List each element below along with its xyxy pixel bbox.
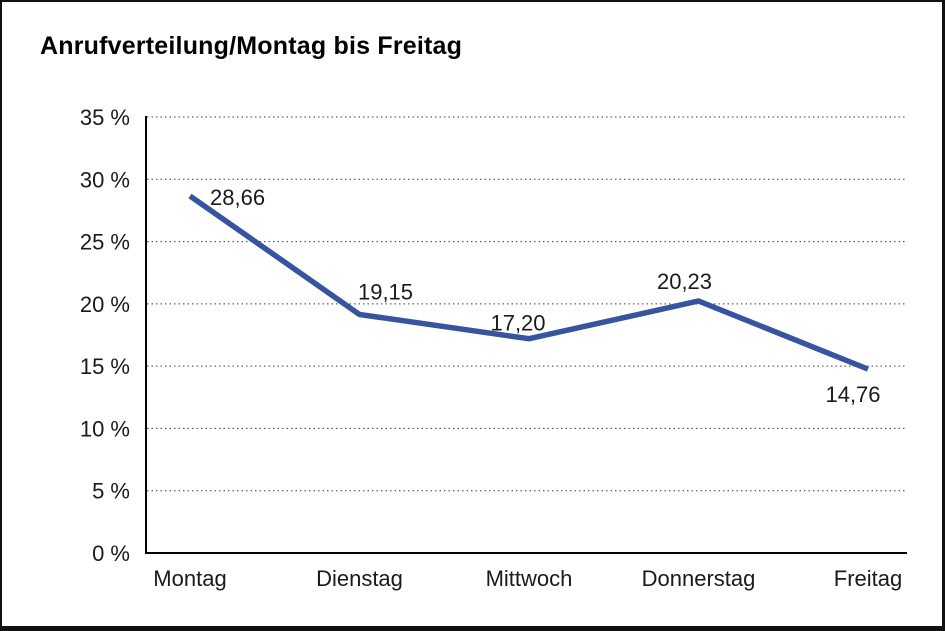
y-tick-label: 10 % xyxy=(80,416,130,441)
x-axis-label: Dienstag xyxy=(316,566,403,591)
x-axis-label: Montag xyxy=(153,566,226,591)
y-tick-label: 35 % xyxy=(80,105,130,130)
y-tick-label: 15 % xyxy=(80,354,130,379)
y-tick-label: 30 % xyxy=(80,167,130,192)
y-tick-label: 5 % xyxy=(92,479,130,504)
y-tick-label: 20 % xyxy=(80,292,130,317)
data-label: 19,15 xyxy=(358,279,413,304)
data-label: 20,23 xyxy=(657,269,712,294)
x-axis-label: Freitag xyxy=(834,566,902,591)
y-tick-label: 25 % xyxy=(80,230,130,255)
data-label: 17,20 xyxy=(490,311,545,336)
data-label: 28,66 xyxy=(210,185,265,210)
y-tick-label: 0 % xyxy=(92,541,130,566)
chart-title: Anrufverteilung/Montag bis Freitag xyxy=(40,32,463,60)
x-axis-label: Donnerstag xyxy=(642,566,756,591)
x-axis-label: Mittwoch xyxy=(486,566,573,591)
chart-line xyxy=(188,193,870,372)
data-label: 14,76 xyxy=(825,382,880,407)
